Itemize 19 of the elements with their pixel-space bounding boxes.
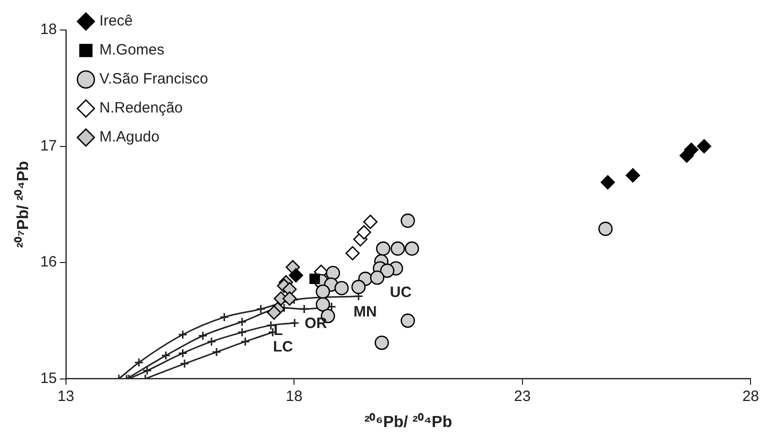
- y-axis-title: ²⁰⁷Pb/ ²⁰⁴Pb: [14, 160, 32, 248]
- x-axis-title: ²⁰⁶Pb/ ²⁰⁴Pb: [364, 412, 452, 431]
- annotation: MN: [353, 304, 377, 321]
- legend-label: M.Agudo: [99, 128, 160, 146]
- annotation: UC: [390, 284, 412, 301]
- y-tick-label: 18: [40, 21, 57, 38]
- y-tick-label: 15: [40, 370, 57, 387]
- legend-label: Irecê: [99, 12, 133, 30]
- x-tick-label: 23: [514, 388, 531, 405]
- annotation: OR: [304, 314, 328, 332]
- annotation: LC: [272, 338, 294, 356]
- y-tick-label: 16: [40, 254, 57, 271]
- y-tick-label: 17: [40, 137, 57, 154]
- x-tick-label: 13: [58, 388, 74, 405]
- x-tick-label: 18: [286, 388, 302, 405]
- legend-label: N.Redenção: [99, 100, 183, 117]
- x-tick-label: 28: [742, 388, 759, 405]
- legend-label: V.São Francisco: [99, 70, 208, 88]
- legend-label: M.Gomes: [99, 42, 164, 59]
